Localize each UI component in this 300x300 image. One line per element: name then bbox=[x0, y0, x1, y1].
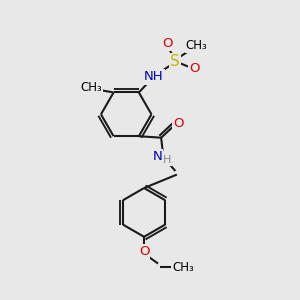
Text: NH: NH bbox=[144, 70, 164, 83]
Text: CH₃: CH₃ bbox=[186, 39, 207, 52]
Text: S: S bbox=[170, 54, 180, 69]
Text: O: O bbox=[162, 37, 173, 50]
Text: O: O bbox=[173, 117, 183, 130]
Text: CH₃: CH₃ bbox=[80, 82, 102, 94]
Text: O: O bbox=[189, 61, 200, 75]
Text: N: N bbox=[152, 150, 162, 163]
Text: CH₃: CH₃ bbox=[172, 262, 194, 275]
Text: H: H bbox=[163, 155, 171, 165]
Text: O: O bbox=[139, 244, 149, 258]
